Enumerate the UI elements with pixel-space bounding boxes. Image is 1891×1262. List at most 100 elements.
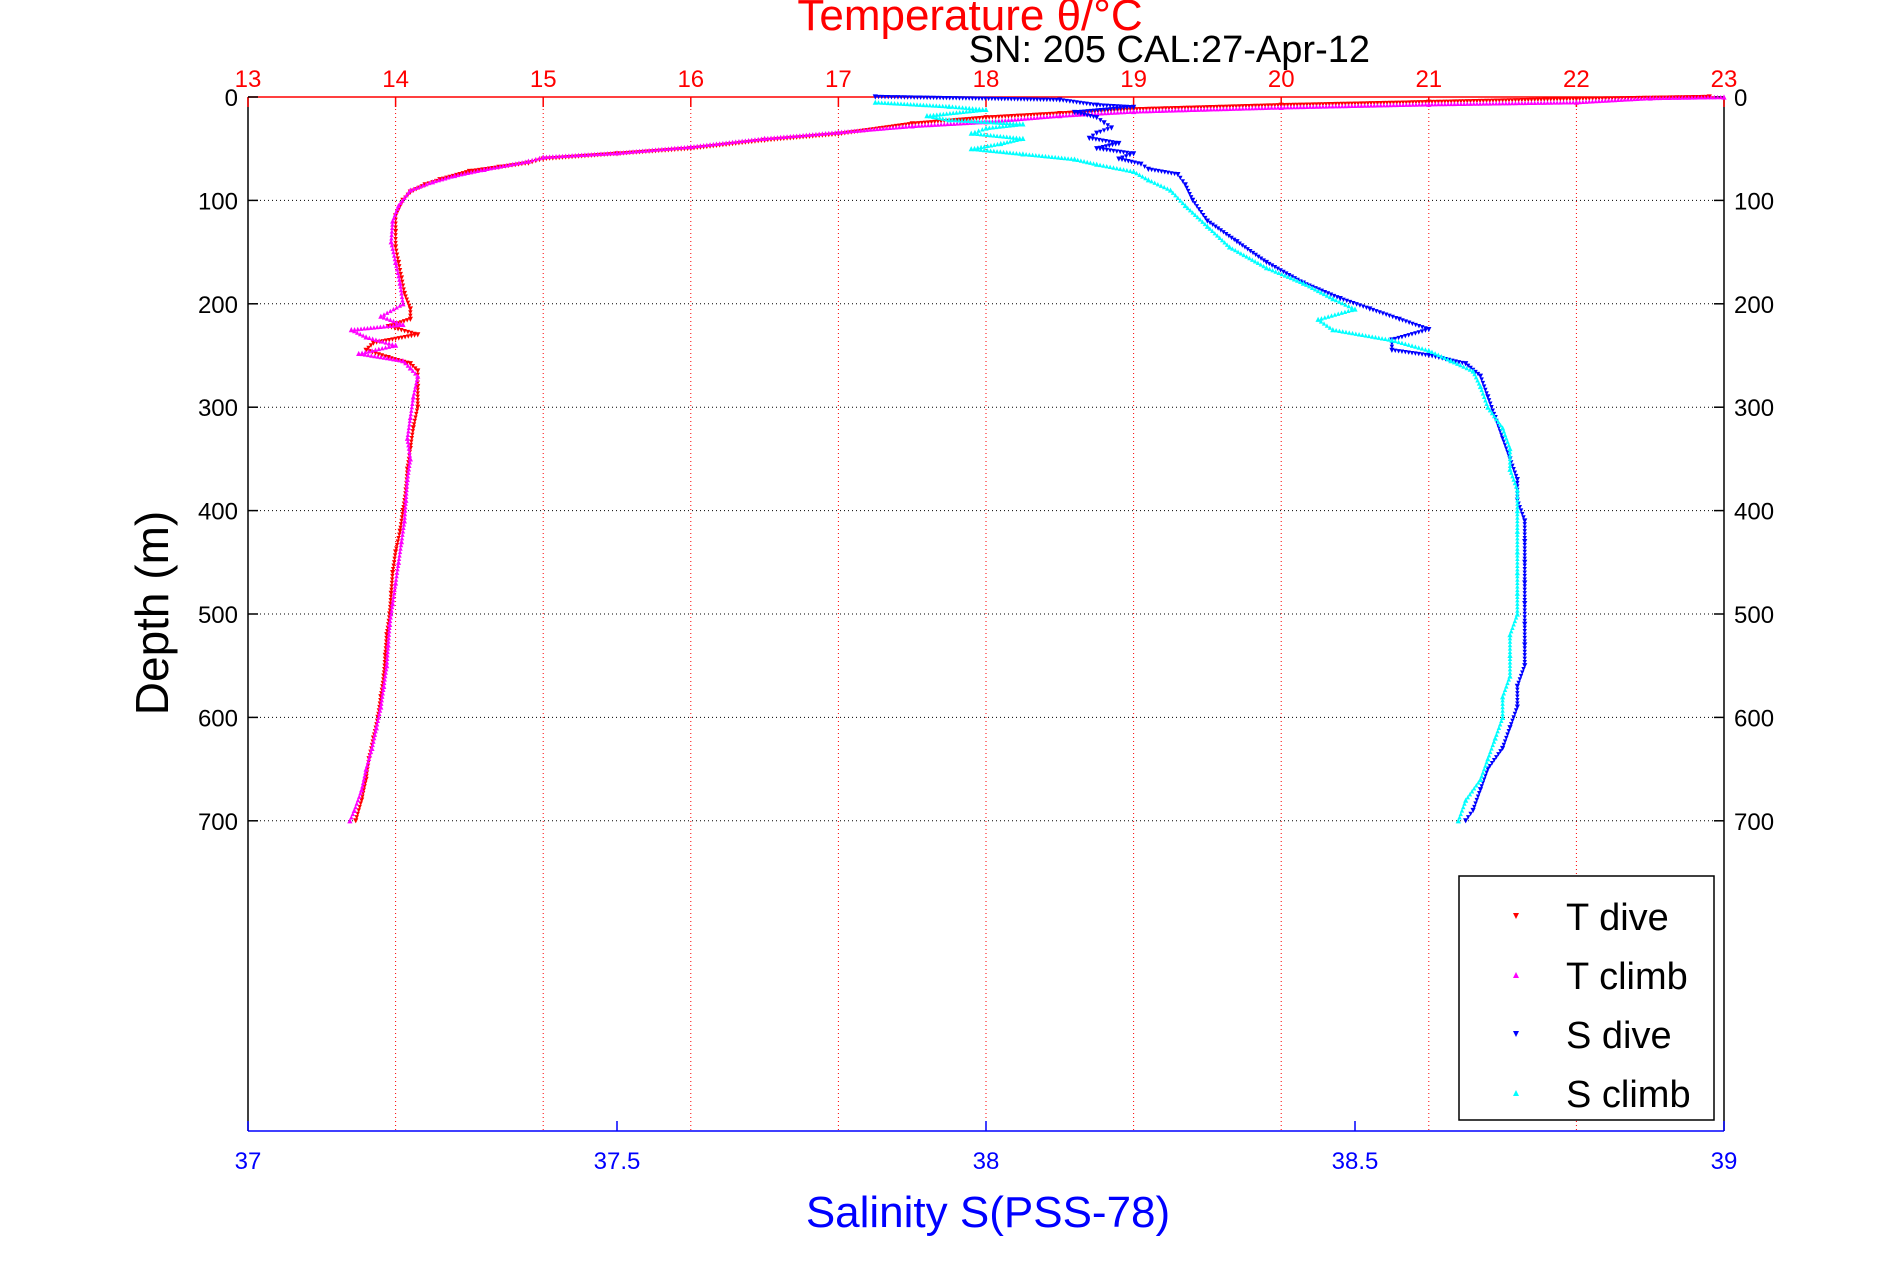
data-point (1091, 161, 1096, 166)
data-point (525, 158, 532, 164)
data-point (905, 95, 910, 100)
data-point (393, 225, 398, 230)
data-point (1263, 259, 1270, 266)
data-point (1325, 291, 1331, 296)
data-point (382, 660, 387, 665)
data-point (1230, 106, 1236, 111)
data-point (988, 119, 994, 125)
data-point (1507, 666, 1513, 672)
data-point (1501, 429, 1507, 434)
data-point (1497, 98, 1502, 103)
data-point (1515, 522, 1520, 527)
data-point (784, 134, 790, 139)
data-point (1507, 445, 1513, 452)
data-point (1186, 188, 1191, 194)
data-point (1461, 364, 1466, 369)
data-point (365, 760, 371, 765)
data-point (717, 141, 722, 146)
data-point (765, 135, 771, 141)
data-point (353, 804, 358, 810)
data-point (1500, 694, 1506, 700)
data-point (361, 777, 367, 782)
data-point (1282, 273, 1288, 278)
data-point (940, 116, 945, 121)
data-point (1333, 103, 1338, 109)
data-point (1349, 103, 1354, 109)
data-point (990, 125, 995, 130)
data-point (1003, 117, 1008, 123)
data-point (1240, 243, 1245, 248)
data-point (1490, 408, 1495, 413)
data-point (1075, 111, 1080, 116)
data-point (1477, 98, 1483, 104)
data-point (1108, 125, 1115, 131)
data-point (1031, 97, 1037, 102)
data-point (1590, 96, 1595, 102)
data-point (946, 103, 952, 109)
data-point (1522, 546, 1527, 551)
data-point (1413, 331, 1418, 336)
data-point (1522, 601, 1528, 607)
data-point (1519, 98, 1525, 103)
data-point (363, 770, 368, 775)
data-point (1226, 244, 1233, 250)
depth-tick-label-left: 700 (198, 809, 238, 836)
temperature-tick-label: 22 (1563, 66, 1590, 93)
data-point (1223, 232, 1229, 237)
data-point (388, 308, 393, 314)
data-point (390, 246, 395, 251)
data-point (950, 96, 956, 101)
data-point (1510, 718, 1515, 724)
data-point (1580, 96, 1586, 102)
data-point (976, 96, 982, 101)
data-point (970, 116, 976, 121)
data-point (389, 577, 395, 582)
data-point (1520, 511, 1525, 517)
data-point (1124, 167, 1130, 173)
data-point (979, 96, 985, 101)
data-point (415, 398, 420, 403)
data-point (1442, 101, 1448, 107)
data-point (394, 573, 399, 579)
data-point (569, 153, 575, 158)
data-point (412, 418, 417, 424)
data-point (1495, 728, 1500, 734)
data-point (592, 151, 597, 157)
depth-tick-label-left: 100 (198, 188, 238, 215)
data-point (1606, 98, 1611, 103)
data-point (1051, 111, 1056, 117)
data-point (391, 594, 396, 599)
data-point (1327, 294, 1333, 300)
data-point (879, 94, 884, 100)
data-point (1070, 112, 1075, 118)
data-point (1003, 123, 1009, 128)
data-point (1278, 104, 1284, 110)
data-point (1551, 100, 1557, 105)
data-point (400, 511, 405, 517)
data-point (1321, 291, 1327, 297)
data-point (1195, 107, 1200, 112)
data-point (1516, 680, 1521, 686)
data-point (1615, 97, 1621, 103)
data-point (829, 130, 835, 135)
data-point (1433, 354, 1438, 360)
data-point (1169, 108, 1175, 113)
data-point (1041, 114, 1046, 120)
data-point (1510, 463, 1515, 468)
data-point (669, 146, 674, 151)
data-point (1670, 95, 1675, 100)
data-point (1445, 356, 1450, 362)
data-point (1481, 777, 1487, 782)
data-point (988, 132, 993, 138)
data-point (1347, 299, 1353, 305)
data-point (1270, 267, 1275, 273)
data-point (1222, 240, 1227, 245)
data-point (1522, 559, 1528, 565)
data-point (1071, 99, 1076, 105)
data-point (1708, 94, 1714, 100)
data-point (397, 303, 403, 308)
data-point (466, 168, 472, 175)
depth-tick-label-left: 300 (198, 395, 238, 422)
data-point (1522, 663, 1528, 669)
